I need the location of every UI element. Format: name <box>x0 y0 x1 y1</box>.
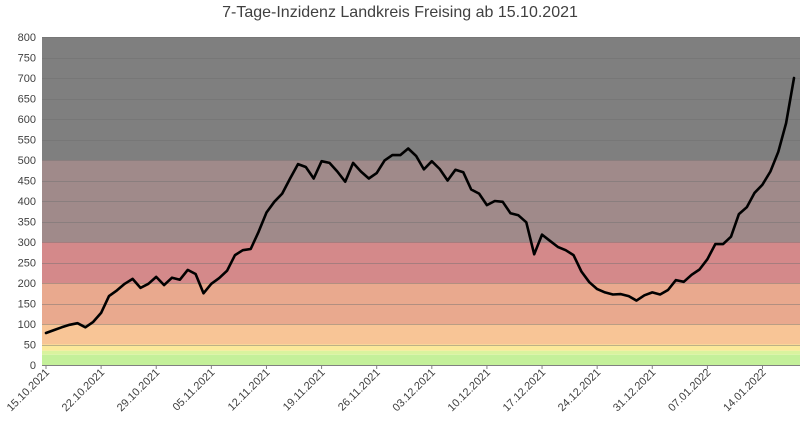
y-tick-label: 100 <box>18 319 36 331</box>
y-tick-label: 450 <box>18 176 36 188</box>
x-tick-label: 12.11.2021 <box>226 367 273 414</box>
band-2 <box>42 344 800 351</box>
band-3 <box>42 324 800 345</box>
x-tick-label: 26.11.2021 <box>336 367 383 414</box>
x-tick-label: 24.12.2021 <box>556 367 603 414</box>
y-axis-ticks: 0 50 100 150 200 250 300 350 400 450 500 550 600 650 7… <box>18 32 36 372</box>
y-tick-label: 550 <box>18 135 36 147</box>
x-tick-label: 19.11.2021 <box>281 367 328 414</box>
band-7 <box>42 37 800 160</box>
x-tick-label: 17.12.2021 <box>501 367 548 414</box>
series-line-0 <box>44 76 796 335</box>
x-tick-label: 07.01.2022 <box>666 367 713 414</box>
x-tick-label: 05.11.2021 <box>171 367 218 414</box>
x-tick-label: 03.12.2021 <box>391 367 438 414</box>
threshold-bands <box>42 37 800 365</box>
y-tick-label: 300 <box>18 237 36 249</box>
x-tick-label: 22.10.2021 <box>60 367 107 414</box>
y-tick-label: 700 <box>18 73 36 85</box>
x-tick-label: 15.10.2021 <box>5 367 52 414</box>
y-tick-label: 750 <box>18 53 36 65</box>
x-tick-label: 14.01.2022 <box>721 367 768 414</box>
y-tick-label: 50 <box>24 340 36 352</box>
y-tick-label: 350 <box>18 217 36 229</box>
y-tick-label: 200 <box>18 278 36 290</box>
y-tick-label: 800 <box>18 32 36 44</box>
x-axis-ticks: 15.10.2021 22.10.2021 29.10.2021 05.11.2021… <box>5 365 800 414</box>
series-layer <box>44 76 796 335</box>
y-tick-label: 150 <box>18 299 36 311</box>
band-4 <box>42 283 800 324</box>
band-6 <box>42 160 800 242</box>
y-tick-label: 400 <box>18 196 36 208</box>
y-tick-label: 650 <box>18 94 36 106</box>
y-tick-label: 0 <box>30 360 36 372</box>
x-tick-label: 31.12.2021 <box>611 367 658 414</box>
x-tick-label: 10.12.2021 <box>446 367 493 414</box>
band-0 <box>42 354 800 365</box>
y-tick-label: 600 <box>18 114 36 126</box>
chart-title: 7-Tage-Inzidenz Landkreis Freising ab 15… <box>222 4 578 21</box>
band-5 <box>42 242 800 283</box>
y-tick-label: 250 <box>18 258 36 270</box>
y-tick-label: 500 <box>18 155 36 167</box>
band-1 <box>42 350 800 355</box>
x-tick-label: 29.10.2021 <box>115 367 162 414</box>
